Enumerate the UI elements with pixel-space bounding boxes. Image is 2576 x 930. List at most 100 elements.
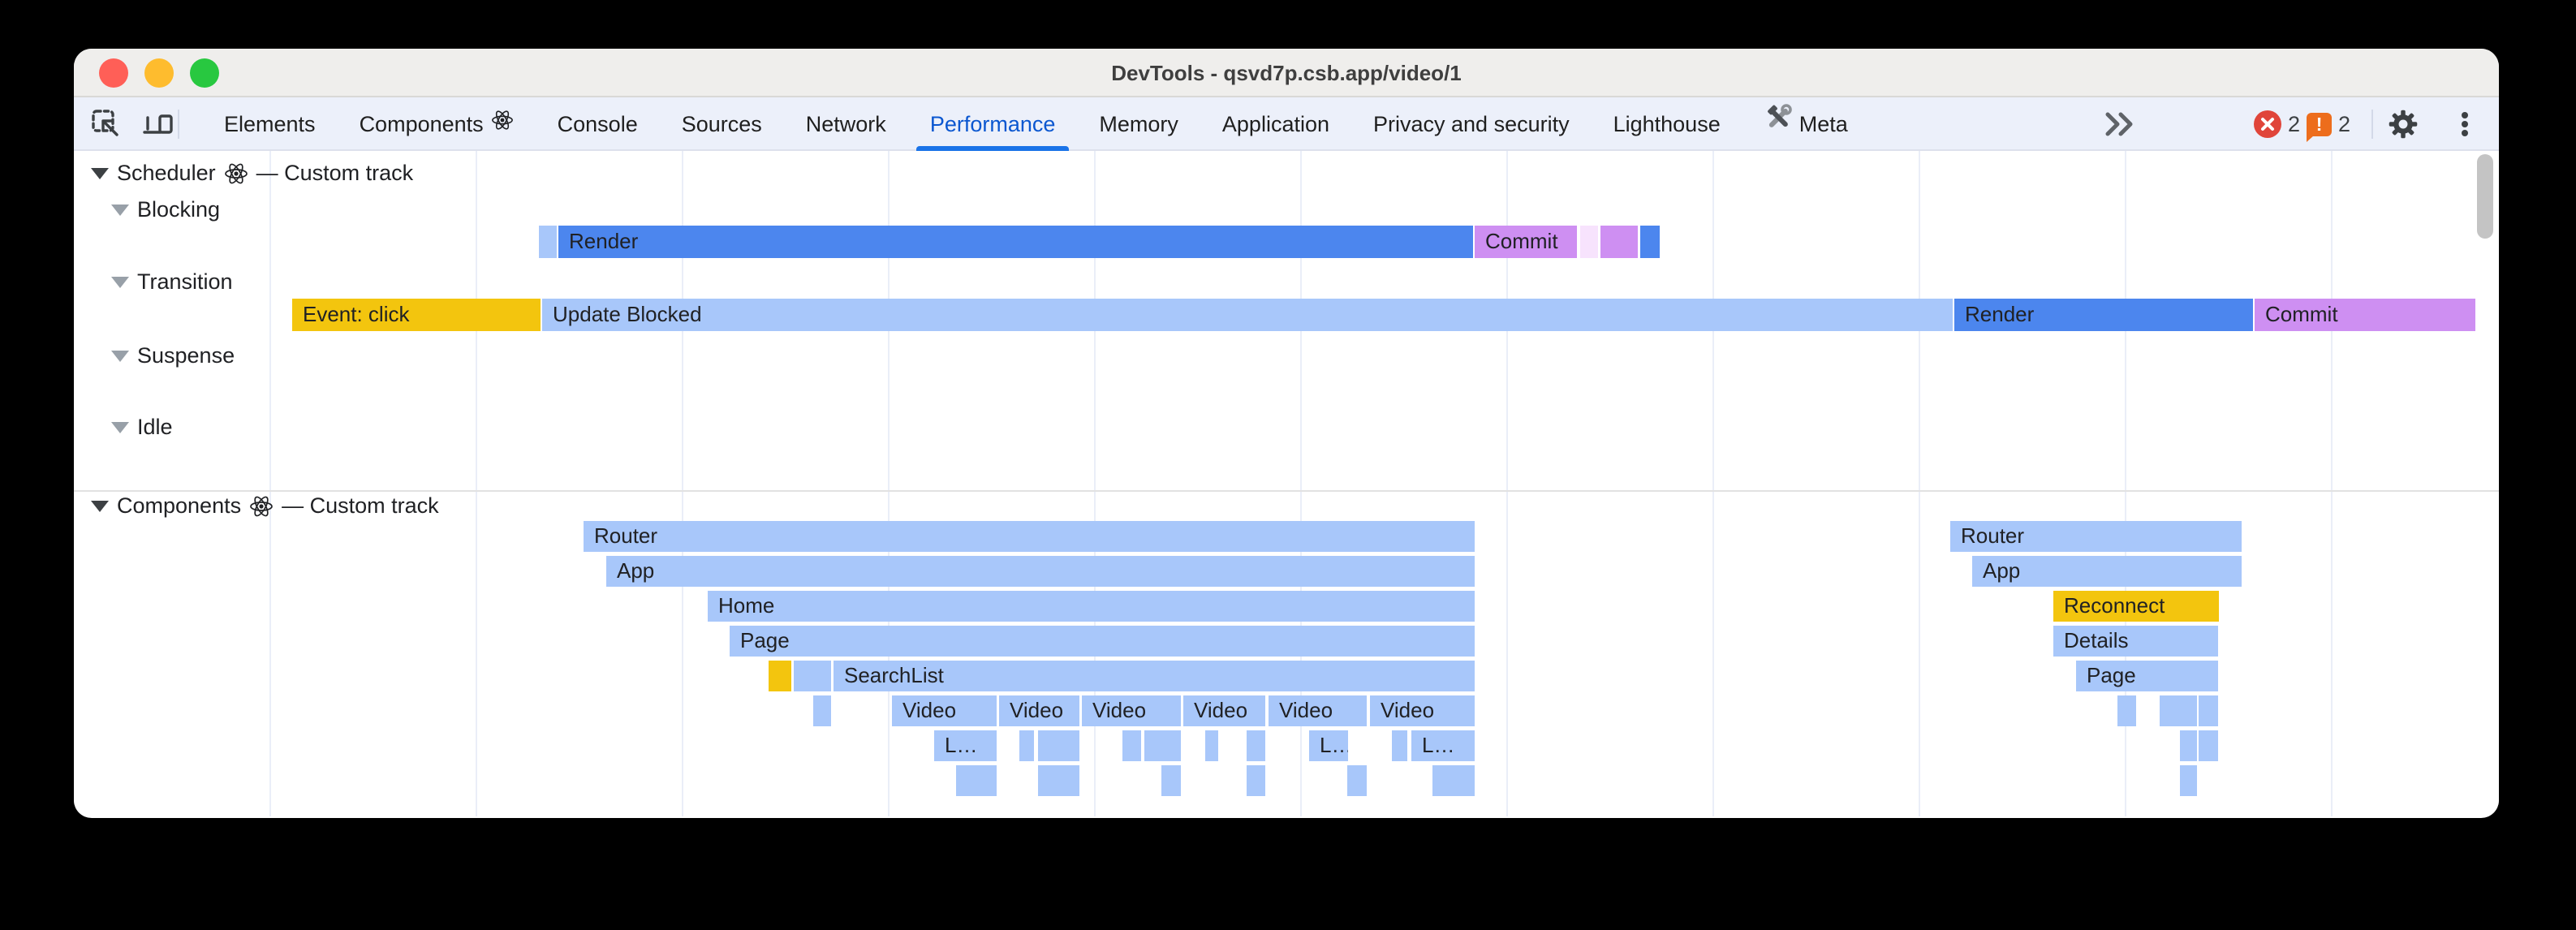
gridline	[682, 151, 683, 816]
close-button[interactable]	[99, 58, 128, 88]
flame-bar[interactable]	[1347, 765, 1367, 796]
gridline	[269, 151, 271, 816]
flame-bar[interactable]	[1161, 765, 1181, 796]
flame-bar[interactable]	[1144, 730, 1181, 761]
flame-bar-video[interactable]: Video	[1269, 695, 1367, 726]
track-suffix: — Custom track	[256, 161, 414, 185]
flame-bar-page[interactable]: Page	[2076, 661, 2218, 691]
react-atom-icon	[224, 163, 248, 183]
flame-bar-commit[interactable]: Commit	[2255, 299, 2475, 331]
flame-bar[interactable]	[1580, 226, 1598, 258]
flame-bar-event-click[interactable]: Event: click	[292, 299, 541, 331]
zoom-button[interactable]	[190, 58, 219, 88]
flame-bar-render[interactable]: Render	[558, 226, 1473, 258]
flame-bar[interactable]	[1247, 765, 1265, 796]
flame-bar-router[interactable]: Router	[584, 521, 1475, 552]
flame-bar[interactable]	[813, 695, 831, 726]
flame-bar[interactable]	[1122, 730, 1141, 761]
gridline	[1094, 151, 1096, 816]
scheduler-row-suspense[interactable]: Suspense	[111, 343, 235, 368]
flame-bar-update-blocked[interactable]: Update Blocked	[542, 299, 1953, 331]
vertical-scrollbar-thumb[interactable]	[2477, 154, 2493, 239]
gridline	[1712, 151, 1714, 816]
track-header-components[interactable]: Components — Custom track	[91, 493, 439, 519]
flame-bar[interactable]	[2180, 765, 2197, 796]
flame-bar-details[interactable]: Details	[2053, 626, 2218, 657]
flame-bar-app[interactable]: App	[606, 556, 1475, 587]
collapse-triangle-icon	[111, 204, 129, 216]
flame-bar[interactable]	[539, 226, 557, 258]
row-label: Transition	[137, 269, 233, 294]
flame-bar[interactable]	[1038, 765, 1079, 796]
tab-console[interactable]: Console	[536, 97, 660, 151]
tab-components[interactable]: Components	[338, 97, 536, 151]
row-label: Suspense	[137, 343, 235, 368]
tab-label: Application	[1221, 112, 1329, 136]
flame-bar-video[interactable]: Video	[1082, 695, 1181, 726]
flame-bar[interactable]	[2117, 695, 2136, 726]
tab-elements[interactable]: Elements	[202, 97, 338, 151]
flame-bar-video[interactable]: Video	[1370, 695, 1475, 726]
tab-network[interactable]: Network	[784, 97, 908, 151]
toolbar-separator-2	[2371, 110, 2373, 139]
flame-bar-commit[interactable]: Commit	[1475, 226, 1577, 258]
tab-memory[interactable]: Memory	[1077, 97, 1200, 151]
flame-bar-video[interactable]: Video	[999, 695, 1079, 726]
flame-bar-l-[interactable]: L…	[1309, 730, 1348, 761]
inspect-element-icon[interactable]	[90, 108, 123, 140]
gridline	[2125, 151, 2126, 816]
flame-bar[interactable]	[2199, 730, 2218, 761]
track-header-scheduler[interactable]: Scheduler — Custom track	[91, 161, 413, 186]
flame-bar[interactable]	[1019, 730, 1034, 761]
tab-lighthouse[interactable]: Lighthouse	[1592, 97, 1742, 151]
flame-bar-render[interactable]: Render	[1954, 299, 2253, 331]
gridline	[1300, 151, 1302, 816]
panel-tabs: Elements Components Console Sources Network P…	[202, 97, 1870, 151]
scheduler-row-idle[interactable]: Idle	[111, 415, 173, 440]
device-toolbar-icon[interactable]	[142, 108, 174, 140]
error-icon	[2254, 110, 2281, 138]
flame-bar[interactable]	[2199, 695, 2218, 726]
flame-bar[interactable]	[1392, 730, 1407, 761]
kebab-menu-icon[interactable]	[2449, 108, 2481, 140]
flame-bar-l-[interactable]: L…	[934, 730, 997, 761]
performance-timeline-canvas[interactable]: Scheduler — Custom track Blocking Transit…	[74, 151, 2499, 816]
flame-bar[interactable]	[956, 765, 997, 796]
devtools-window: DevTools - qsvd7p.csb.app/video/1 Elemen…	[74, 49, 2499, 818]
flame-bar-reconnect[interactable]: Reconnect	[2053, 591, 2219, 622]
flame-bar-router[interactable]: Router	[1950, 521, 2242, 552]
flame-bar[interactable]	[2160, 695, 2197, 726]
settings-gear-icon[interactable]	[2387, 108, 2419, 140]
flame-bar[interactable]	[1600, 226, 1638, 258]
flame-bar[interactable]	[1038, 730, 1079, 761]
gridline	[476, 151, 477, 816]
flame-bar-home[interactable]: Home	[708, 591, 1475, 622]
tab-sources[interactable]: Sources	[660, 97, 784, 151]
more-tabs-button[interactable]	[2103, 110, 2139, 138]
flame-bar[interactable]	[2180, 730, 2197, 761]
minimize-button[interactable]	[144, 58, 174, 88]
scheduler-row-blocking[interactable]: Blocking	[111, 197, 220, 222]
console-status-badges[interactable]: 2 ! 2	[2254, 97, 2350, 151]
issue-count: 2	[2338, 111, 2351, 136]
flame-bar[interactable]	[769, 661, 791, 691]
tab-application[interactable]: Application	[1200, 97, 1351, 151]
flame-bar-video[interactable]: Video	[1183, 695, 1265, 726]
flame-bar[interactable]	[1205, 730, 1218, 761]
scheduler-row-transition[interactable]: Transition	[111, 269, 233, 295]
flame-bar[interactable]	[794, 661, 831, 691]
flame-bar[interactable]	[1247, 730, 1265, 761]
flame-bar[interactable]	[1640, 226, 1660, 258]
tab-privacy-and-security[interactable]: Privacy and security	[1351, 97, 1592, 151]
tab-performance[interactable]: Performance	[908, 97, 1078, 151]
flame-bar-l-[interactable]: L…	[1411, 730, 1475, 761]
flame-bar-app[interactable]: App	[1972, 556, 2242, 587]
flame-bar[interactable]	[1432, 765, 1475, 796]
flame-bar-searchlist[interactable]: SearchList	[834, 661, 1475, 691]
tab-label: Network	[805, 112, 886, 136]
flame-bar-video[interactable]: Video	[892, 695, 997, 726]
devtools-toolbar: Elements Components Console Sources Network P…	[74, 97, 2499, 151]
tab-label: Memory	[1099, 112, 1178, 136]
flame-bar-page[interactable]: Page	[730, 626, 1475, 657]
tab-meta[interactable]: Meta	[1742, 97, 1870, 151]
